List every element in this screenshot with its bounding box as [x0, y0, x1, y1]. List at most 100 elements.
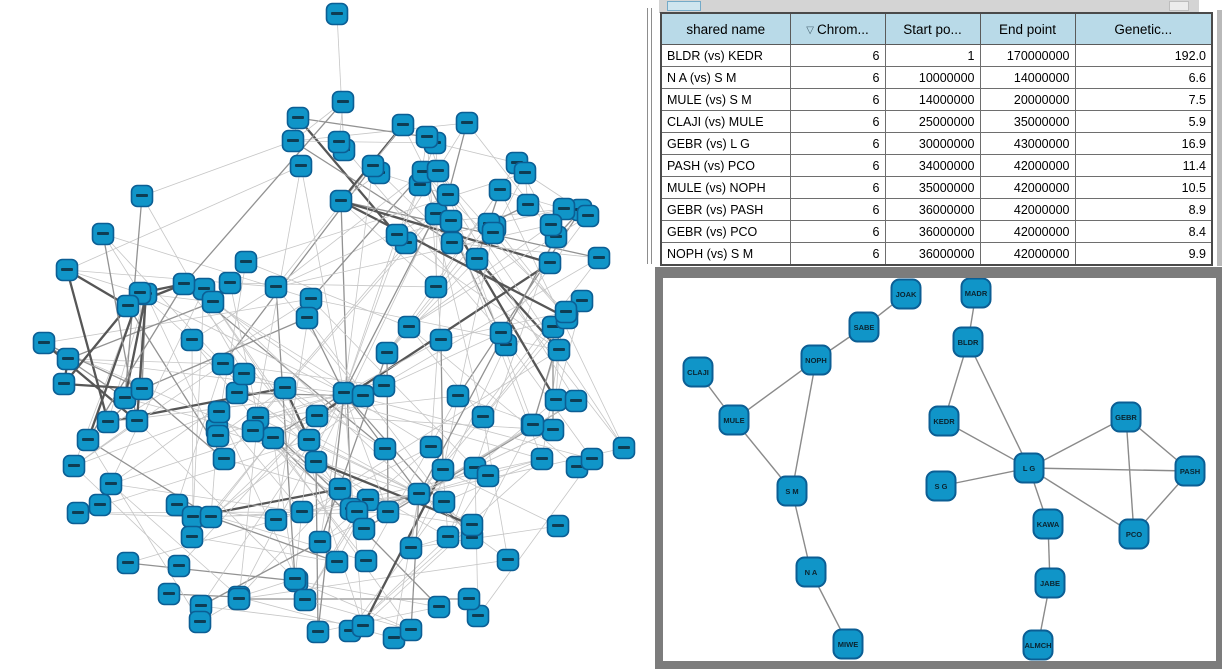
table-row[interactable]: PASH (vs) PCO 6 34000000 42000000 11.4	[660, 154, 1213, 177]
detail-network-canvas[interactable]: JOAK SABE NOPH CLAJI MULE S M N A MIWE S G MADR BL…	[663, 278, 1216, 661]
column-header-genetic[interactable]: Genetic...	[1074, 12, 1213, 45]
overview-node[interactable]	[327, 130, 351, 154]
overview-node[interactable]	[286, 106, 310, 130]
overview-node[interactable]	[489, 321, 513, 345]
overview-node[interactable]	[426, 159, 450, 183]
node-na[interactable]: N A	[795, 556, 827, 588]
column-header-chrom[interactable]: ▽ Chrom...	[789, 12, 886, 45]
node-sg[interactable]: S G	[925, 470, 957, 502]
overview-node[interactable]	[554, 300, 578, 324]
table-row[interactable]: GEBR (vs) PCO 6 36000000 42000000 8.4	[660, 220, 1213, 243]
node-sabe[interactable]: SABE	[848, 311, 880, 343]
overview-node[interactable]	[62, 454, 86, 478]
overview-node[interactable]	[352, 517, 376, 541]
node-almch[interactable]: ALMCH	[1022, 629, 1054, 661]
overview-node[interactable]	[99, 472, 123, 496]
overview-node[interactable]	[273, 376, 297, 400]
overview-node[interactable]	[521, 413, 545, 437]
overview-node[interactable]	[376, 500, 400, 524]
overview-node[interactable]	[206, 424, 230, 448]
overview-node[interactable]	[227, 587, 251, 611]
node-pco[interactable]: PCO	[1118, 518, 1150, 550]
overview-node[interactable]	[351, 614, 375, 638]
overview-node[interactable]	[471, 405, 495, 429]
overview-node[interactable]	[290, 500, 314, 524]
overview-node[interactable]	[76, 428, 100, 452]
overview-node[interactable]	[546, 514, 570, 538]
overview-node[interactable]	[96, 410, 120, 434]
overview-node[interactable]	[332, 381, 356, 405]
overview-node[interactable]	[329, 189, 353, 213]
overview-node[interactable]	[91, 222, 115, 246]
overview-node[interactable]	[116, 551, 140, 575]
overview-node[interactable]	[564, 389, 588, 413]
table-row[interactable]: GEBR (vs) L G 6 30000000 43000000 16.9	[660, 132, 1213, 155]
overview-node[interactable]	[328, 477, 352, 501]
overview-node[interactable]	[436, 183, 460, 207]
overview-node[interactable]	[331, 90, 355, 114]
overview-node[interactable]	[207, 400, 231, 424]
overview-node[interactable]	[180, 525, 204, 549]
overview-node[interactable]	[476, 464, 500, 488]
overview-node[interactable]	[325, 550, 349, 574]
table-row[interactable]: CLAJI (vs) MULE 6 25000000 35000000 5.9	[660, 110, 1213, 133]
overview-node[interactable]	[295, 306, 319, 330]
node-noph[interactable]: NOPH	[800, 344, 832, 376]
column-header-endpoint[interactable]: End point	[979, 12, 1076, 45]
overview-node[interactable]	[232, 362, 256, 386]
overview-node[interactable]	[52, 372, 76, 396]
node-sm[interactable]: S M	[776, 475, 808, 507]
overview-network-canvas[interactable]	[0, 0, 655, 669]
overview-node[interactable]	[427, 595, 451, 619]
overview-node[interactable]	[241, 419, 265, 443]
overview-node[interactable]	[130, 377, 154, 401]
overview-node[interactable]	[513, 161, 537, 185]
overview-node[interactable]	[587, 246, 611, 270]
overview-node[interactable]	[496, 548, 520, 572]
scrollbar-button[interactable]	[1169, 1, 1189, 11]
overview-node[interactable]	[440, 231, 464, 255]
edge-LG-PASH[interactable]	[1028, 467, 1191, 472]
overview-node[interactable]	[308, 530, 332, 554]
overview-node[interactable]	[32, 331, 56, 355]
overview-node[interactable]	[116, 294, 140, 318]
overview-node[interactable]	[325, 2, 349, 26]
overview-node[interactable]	[399, 536, 423, 560]
overview-node[interactable]	[530, 447, 554, 471]
overview-node[interactable]	[351, 384, 375, 408]
overview-node[interactable]	[361, 154, 385, 178]
overview-node[interactable]	[55, 258, 79, 282]
overview-node[interactable]	[180, 328, 204, 352]
overview-node[interactable]	[544, 388, 568, 412]
filter-icon[interactable]: ▽	[806, 24, 814, 36]
edge-BLDR-LG[interactable]	[967, 341, 1030, 469]
node-lg[interactable]: L G	[1013, 452, 1045, 484]
table-row[interactable]: MULE (vs) S M 6 14000000 20000000 7.5	[660, 88, 1213, 111]
overview-node[interactable]	[407, 482, 431, 506]
overview-node[interactable]	[429, 328, 453, 352]
overview-node[interactable]	[481, 221, 505, 245]
overview-node[interactable]	[167, 554, 191, 578]
panel-splitter[interactable]	[647, 8, 652, 264]
overview-node[interactable]	[446, 384, 470, 408]
table-row[interactable]: MULE (vs) NOPH 6 35000000 42000000 10.5	[660, 176, 1213, 199]
edge-NOPH-SM[interactable]	[791, 359, 817, 492]
overview-node[interactable]	[419, 435, 443, 459]
overview-node[interactable]	[431, 458, 455, 482]
overview-node[interactable]	[304, 450, 328, 474]
node-miwe[interactable]: MIWE	[832, 628, 864, 660]
overview-node[interactable]	[264, 508, 288, 532]
overview-node[interactable]	[391, 113, 415, 137]
overview-node[interactable]	[439, 209, 463, 233]
column-header-sharedname[interactable]: shared name	[660, 12, 791, 45]
overview-node[interactable]	[66, 501, 90, 525]
overview-node[interactable]	[397, 315, 421, 339]
node-gebr[interactable]: GEBR	[1110, 401, 1142, 433]
overview-node[interactable]	[424, 275, 448, 299]
overview-node[interactable]	[436, 525, 460, 549]
overview-node[interactable]	[283, 567, 307, 591]
overview-node[interactable]	[299, 287, 323, 311]
overview-node[interactable]	[612, 436, 636, 460]
table-row[interactable]: BLDR (vs) KEDR 6 1 170000000 192.0	[660, 44, 1213, 67]
overview-node[interactable]	[552, 197, 576, 221]
